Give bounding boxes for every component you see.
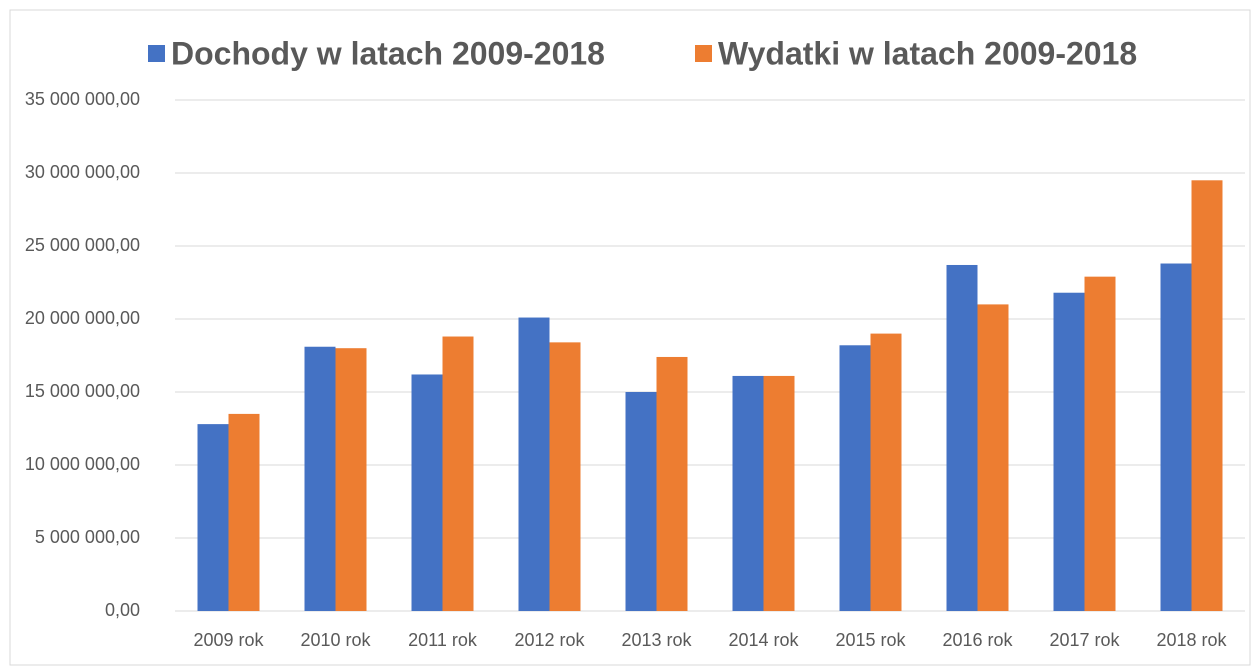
bar bbox=[839, 345, 871, 611]
y-tick-label: 35 000 000,00 bbox=[25, 89, 140, 109]
x-tick-label: 2014 rok bbox=[728, 630, 799, 650]
bar bbox=[442, 336, 474, 611]
y-tick-label: 15 000 000,00 bbox=[25, 381, 140, 401]
x-tick-label: 2011 rok bbox=[408, 630, 478, 650]
legend-swatch bbox=[695, 45, 712, 62]
bar bbox=[870, 333, 902, 611]
bar bbox=[197, 424, 229, 611]
legend-label: Wydatki w latach 2009-2018 bbox=[718, 35, 1137, 71]
bar bbox=[549, 342, 581, 611]
bar bbox=[1053, 292, 1085, 611]
bar bbox=[228, 413, 260, 611]
bar bbox=[656, 356, 688, 611]
bar bbox=[946, 264, 978, 611]
bar bbox=[763, 375, 795, 611]
bar bbox=[977, 304, 1009, 611]
bar bbox=[732, 375, 764, 611]
y-tick-label: 30 000 000,00 bbox=[25, 162, 140, 182]
bar bbox=[1084, 276, 1116, 611]
legend-label: Dochody w latach 2009-2018 bbox=[171, 35, 605, 71]
x-tick-label: 2013 rok bbox=[621, 630, 692, 650]
bar bbox=[518, 317, 550, 611]
x-tick-label: 2017 rok bbox=[1049, 630, 1120, 650]
y-tick-label: 0,00 bbox=[105, 600, 140, 620]
y-tick-label: 25 000 000,00 bbox=[25, 235, 140, 255]
legend-swatch bbox=[148, 45, 165, 62]
bar bbox=[411, 374, 443, 611]
bar bbox=[1160, 263, 1192, 611]
bar bbox=[1191, 180, 1223, 612]
y-tick-label: 20 000 000,00 bbox=[25, 308, 140, 328]
x-tick-label: 2009 rok bbox=[193, 630, 264, 650]
bar bbox=[625, 392, 657, 611]
bar bbox=[304, 346, 336, 611]
x-tick-label: 2015 rok bbox=[835, 630, 906, 650]
x-tick-label: 2012 rok bbox=[514, 630, 585, 650]
x-tick-label: 2016 rok bbox=[942, 630, 1013, 650]
bar bbox=[335, 348, 367, 611]
x-tick-label: 2018 rok bbox=[1156, 630, 1227, 650]
x-tick-label: 2010 rok bbox=[300, 630, 371, 650]
y-tick-label: 10 000 000,00 bbox=[25, 454, 140, 474]
y-tick-label: 5 000 000,00 bbox=[35, 527, 140, 547]
